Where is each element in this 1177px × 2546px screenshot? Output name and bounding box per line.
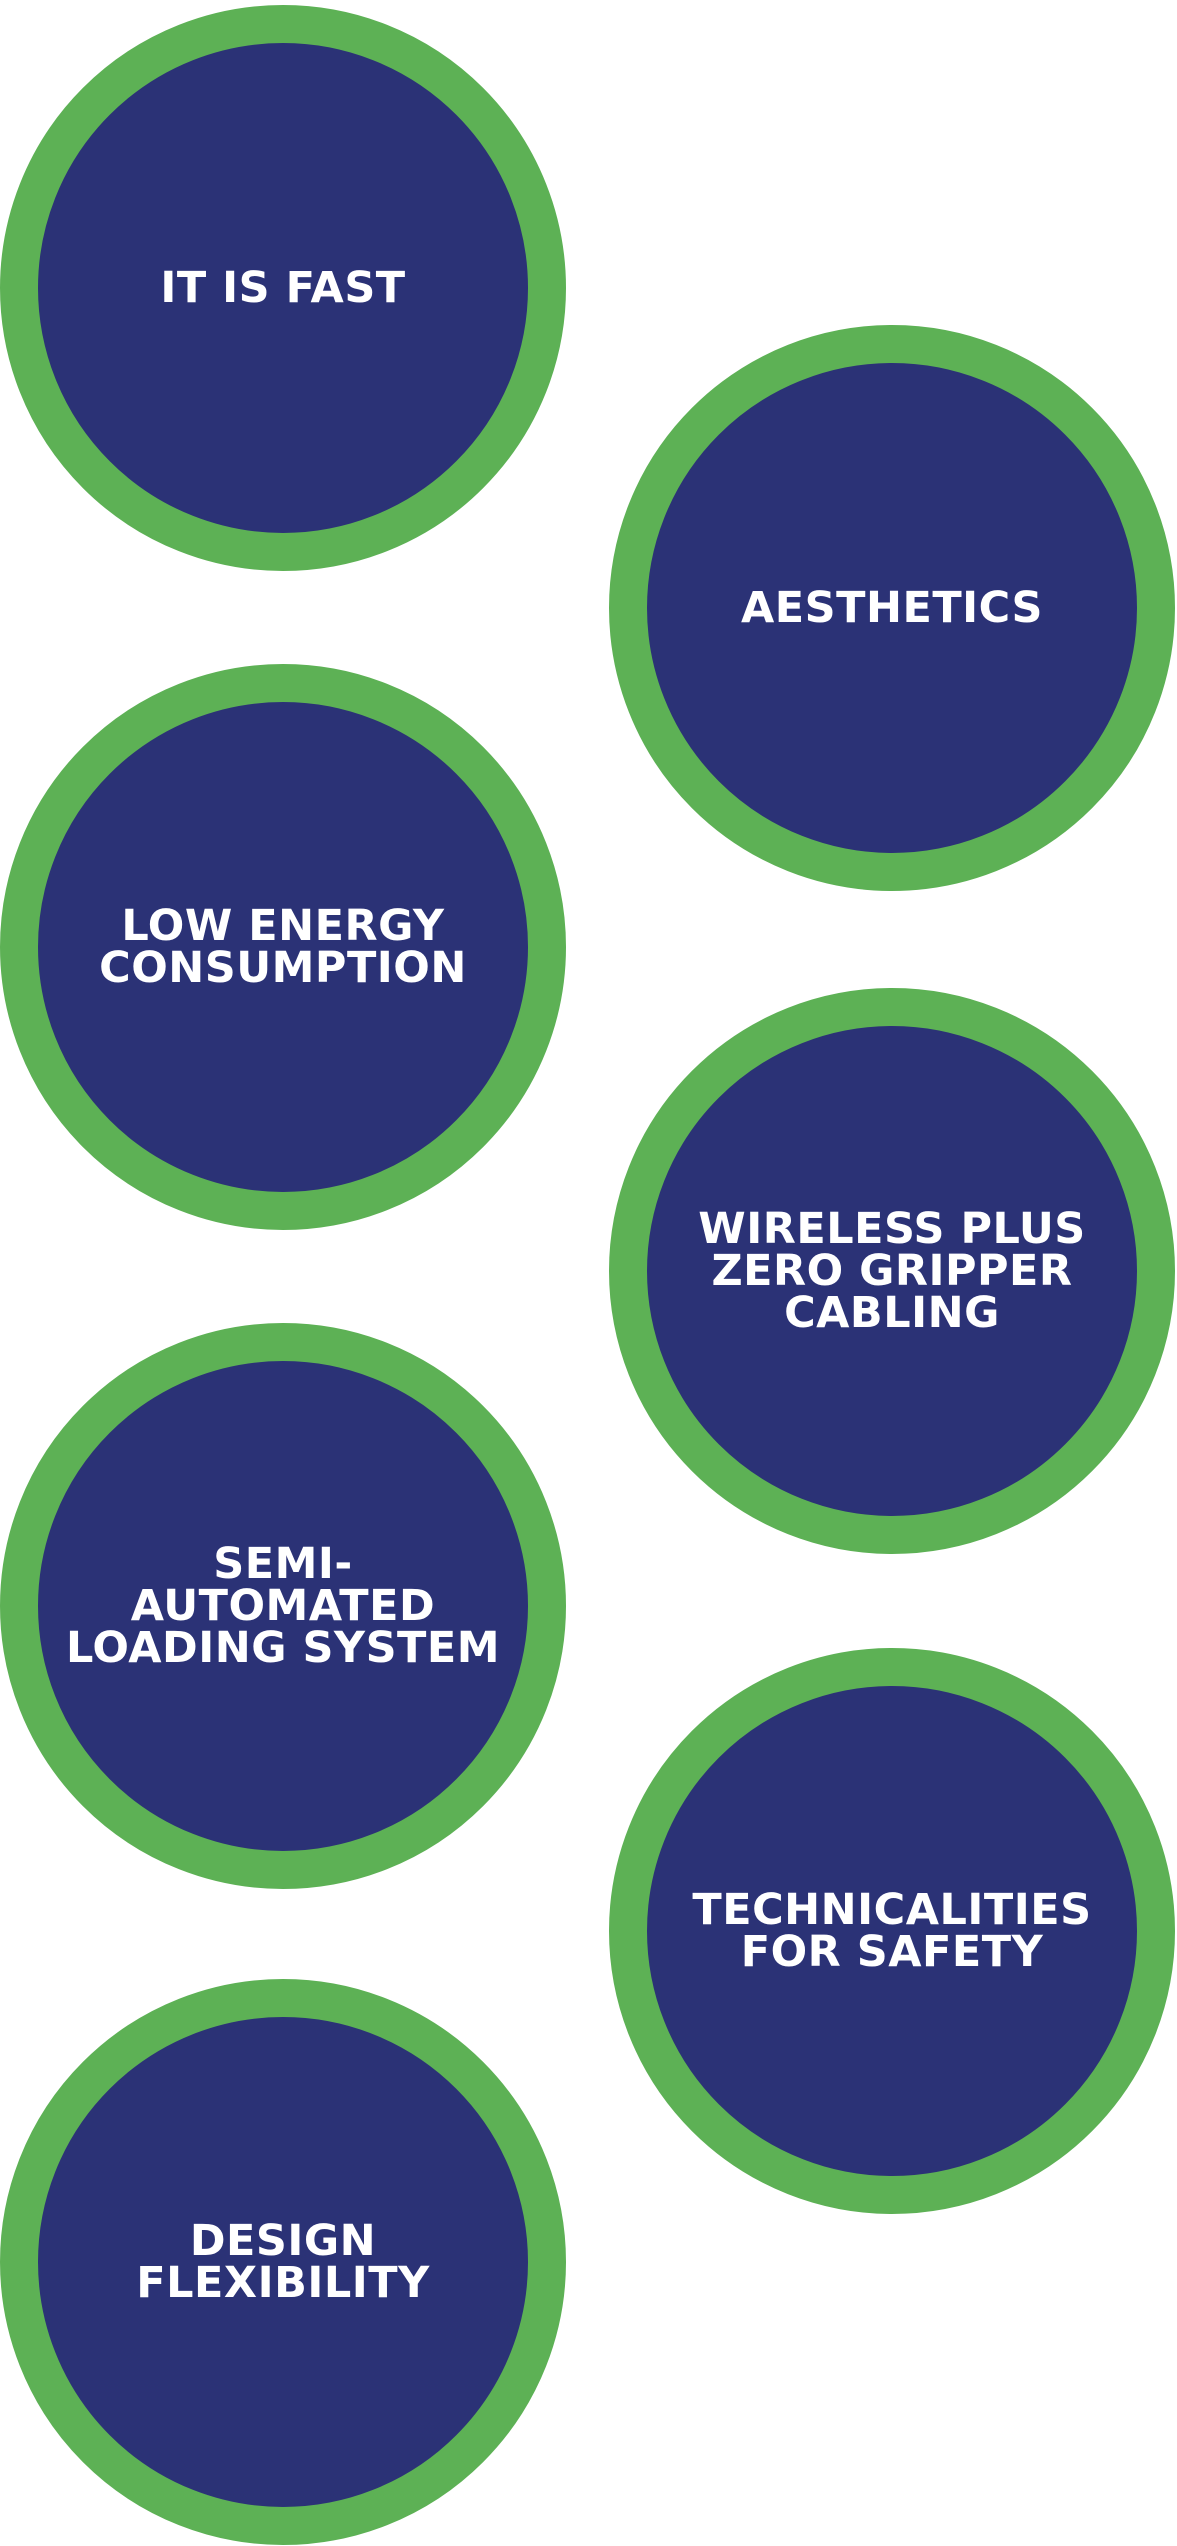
feature-circle-fast: IT IS FAST (0, 5, 566, 571)
feature-label: WIRELESS PLUS ZERO GRIPPER CABLING (698, 1204, 1086, 1338)
feature-label: SEMI-AUTOMATED LOADING SYSTEM (65, 1539, 501, 1673)
feature-circle-safety: TECHNICALITIES FOR SAFETY (609, 1648, 1175, 2214)
feature-circle-design-flexibility: DESIGN FLEXIBILITY (0, 1979, 566, 2545)
feature-label: AESTHETICS (741, 583, 1043, 633)
feature-label: LOW ENERGY CONSUMPTION (99, 901, 467, 993)
feature-circle-wireless: WIRELESS PLUS ZERO GRIPPER CABLING (609, 988, 1175, 1554)
feature-label: TECHNICALITIES FOR SAFETY (692, 1885, 1092, 1977)
feature-circle-low-energy: LOW ENERGY CONSUMPTION (0, 664, 566, 1230)
feature-label: DESIGN FLEXIBILITY (136, 2216, 430, 2308)
feature-circle-aesthetics: AESTHETICS (609, 325, 1175, 891)
feature-label: IT IS FAST (160, 263, 406, 313)
feature-circle-loading-system: SEMI-AUTOMATED LOADING SYSTEM (0, 1323, 566, 1889)
